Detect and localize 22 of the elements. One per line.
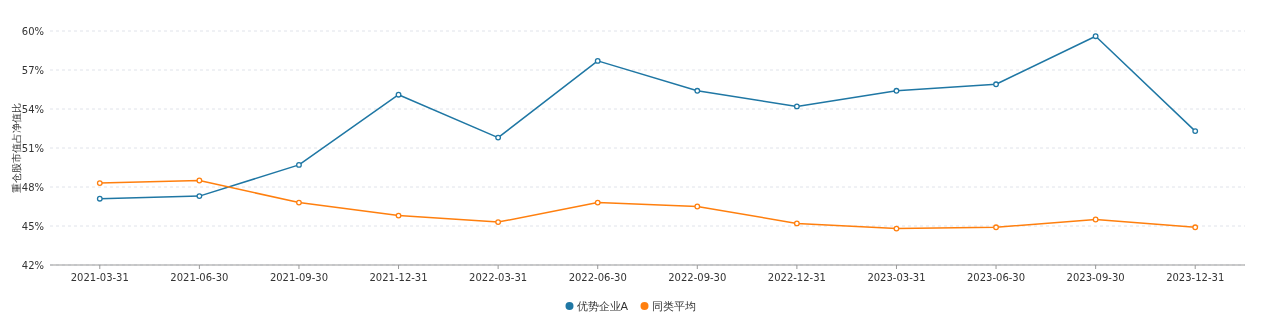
legend-label: 优势企业A: [576, 300, 629, 313]
x-tick-label: 2021-09-30: [269, 272, 329, 283]
y-tick-label: 45%: [21, 220, 44, 232]
x-tick-label: 2022-09-30: [668, 272, 727, 283]
legend-label: 同类平均: [651, 300, 696, 313]
x-tick-label: 2021-12-31: [369, 272, 428, 283]
x-tick-label: 2023-12-31: [1166, 272, 1225, 283]
x-tick-label: 2021-06-30: [170, 272, 229, 283]
y-tick-label: 48%: [21, 181, 44, 193]
x-tick-label: 2022-12-31: [767, 272, 826, 283]
x-tick-label: 2021-03-31: [70, 272, 129, 283]
x-tick-label: 2023-06-30: [966, 272, 1026, 283]
x-tick-label: 2022-06-30: [568, 272, 627, 283]
x-tick-label: 2022-03-31: [469, 272, 528, 283]
y-tick-label: 42%: [21, 259, 44, 271]
x-tick-label: 2023-03-31: [867, 272, 926, 283]
x-tick-label: 2023-09-30: [1066, 272, 1125, 283]
y-tick-label: 60%: [21, 25, 44, 37]
y-axis-title: 重仓股市值占净值比: [11, 103, 22, 193]
y-tick-label: 57%: [21, 64, 44, 76]
y-tick-label: 54%: [21, 103, 44, 115]
y-tick-label: 51%: [21, 142, 44, 154]
